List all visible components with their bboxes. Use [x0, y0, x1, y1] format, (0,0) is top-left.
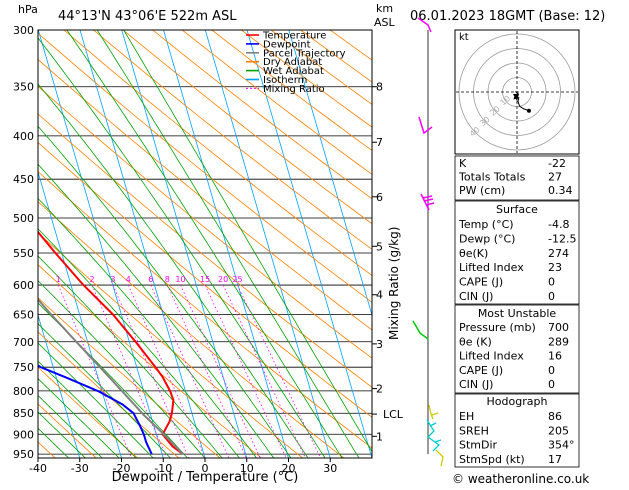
- section-title: Most Unstable: [478, 307, 557, 320]
- pressure-tick-label: 400: [13, 130, 34, 143]
- index-value: 289: [548, 335, 569, 348]
- section-title: Surface: [496, 203, 538, 216]
- mixing-ratio-value: 3: [110, 275, 115, 284]
- mixing-ratio-value: 8: [165, 275, 170, 284]
- index-value: -22: [548, 157, 566, 170]
- hpa-label: hPa: [18, 3, 38, 16]
- km-label: km: [376, 2, 393, 15]
- index-value: -4.8: [548, 218, 569, 231]
- index-value: 17: [548, 453, 562, 466]
- asl-label: ASL: [374, 16, 396, 29]
- mixing-ratio-value: 2: [90, 275, 95, 284]
- index-label: Lifted Index: [459, 261, 524, 274]
- index-value: 0: [548, 378, 555, 391]
- pressure-tick-label: 800: [13, 385, 34, 398]
- location-title: 44°13'N 43°06'E 522m ASL: [58, 9, 237, 24]
- pressure-tick-label: 750: [13, 361, 34, 374]
- pressure-tick-label: 500: [13, 212, 34, 225]
- credit: © weatheronline.co.uk: [452, 472, 589, 486]
- hodograph-endpoint: [527, 109, 531, 113]
- mixing-ratio-value: 10: [175, 275, 185, 284]
- pressure-tick-label: 350: [13, 81, 34, 94]
- km-tick-label: 4: [376, 289, 383, 302]
- km-tick-label: 2: [376, 383, 383, 396]
- pressure-tick-label: 650: [13, 309, 34, 322]
- index-value: 354°: [548, 439, 575, 452]
- mixing-ratio-value: 25: [232, 275, 242, 284]
- pressure-tick-label: 450: [13, 173, 34, 186]
- index-label: CIN (J): [459, 378, 493, 391]
- mixing-ratio-value: 1: [56, 275, 61, 284]
- index-label: Dewp (°C): [459, 232, 515, 245]
- index-label: Pressure (mb): [459, 321, 536, 334]
- index-label: CAPE (J): [459, 364, 503, 377]
- km-tick-label: 7: [376, 136, 383, 149]
- index-label: PW (cm): [459, 184, 505, 197]
- legend-label: Mixing Ratio: [263, 84, 325, 95]
- index-label: K: [459, 157, 467, 170]
- index-value: 0: [548, 364, 555, 377]
- temperature-tick-label: -30: [71, 462, 89, 475]
- index-value: 0: [548, 290, 555, 303]
- km-tick-label: 5: [376, 240, 383, 253]
- index-value: 0.34: [548, 184, 573, 197]
- index-value: 27: [548, 171, 562, 184]
- index-label: StmSpd (kt): [459, 453, 525, 466]
- index-label: Totals Totals: [458, 171, 526, 184]
- temperature-tick-label: -40: [29, 462, 47, 475]
- index-value: 274: [548, 247, 569, 260]
- pressure-tick-label: 850: [13, 407, 34, 420]
- km-tick-label: 3: [376, 338, 383, 351]
- mixing-ratio-value: 4: [126, 275, 131, 284]
- pressure-tick-label: 300: [13, 24, 34, 37]
- index-value: 16: [548, 350, 562, 363]
- mixing-ratio-axis-label: Mixing Ratio (g/kg): [387, 227, 401, 340]
- pressure-tick-label: 900: [13, 428, 34, 441]
- x-axis-label: Dewpoint / Temperature (°C): [112, 470, 299, 485]
- datetime-title: 06.01.2023 18GMT (Base: 12): [410, 9, 605, 24]
- km-tick-label: LCL: [383, 408, 404, 421]
- mixing-ratio-value: 6: [148, 275, 153, 284]
- index-value: 23: [548, 261, 562, 274]
- pressure-tick-label: 700: [13, 336, 34, 349]
- pressure-tick-label: 600: [13, 279, 34, 292]
- km-tick-label: 8: [376, 81, 383, 94]
- index-label: EH: [459, 410, 474, 423]
- hodograph-kt-label: kt: [459, 32, 469, 43]
- index-value: 0: [548, 276, 555, 289]
- mixing-ratio-value: 15: [200, 275, 210, 284]
- index-value: 700: [548, 321, 569, 334]
- pressure-tick-label: 550: [13, 247, 34, 260]
- index-label: StmDir: [459, 439, 498, 452]
- index-label: Temp (°C): [458, 218, 514, 231]
- index-value: 205: [548, 424, 569, 437]
- index-value: -12.5: [548, 232, 576, 245]
- index-label: θe (K): [459, 335, 492, 348]
- mixing-ratio-value: 20: [218, 275, 228, 284]
- index-label: CAPE (J): [459, 276, 503, 289]
- section-title: Hodograph: [487, 395, 548, 408]
- km-tick-label: 1: [376, 430, 383, 443]
- temperature-tick-label: 30: [323, 462, 337, 475]
- index-value: 86: [548, 410, 562, 423]
- index-label: CIN (J): [459, 290, 493, 303]
- pressure-tick-label: 950: [13, 448, 34, 461]
- km-tick-label: 6: [376, 191, 383, 204]
- index-label: SREH: [459, 424, 489, 437]
- index-label: θe(K): [459, 247, 488, 260]
- index-label: Lifted Index: [459, 350, 524, 363]
